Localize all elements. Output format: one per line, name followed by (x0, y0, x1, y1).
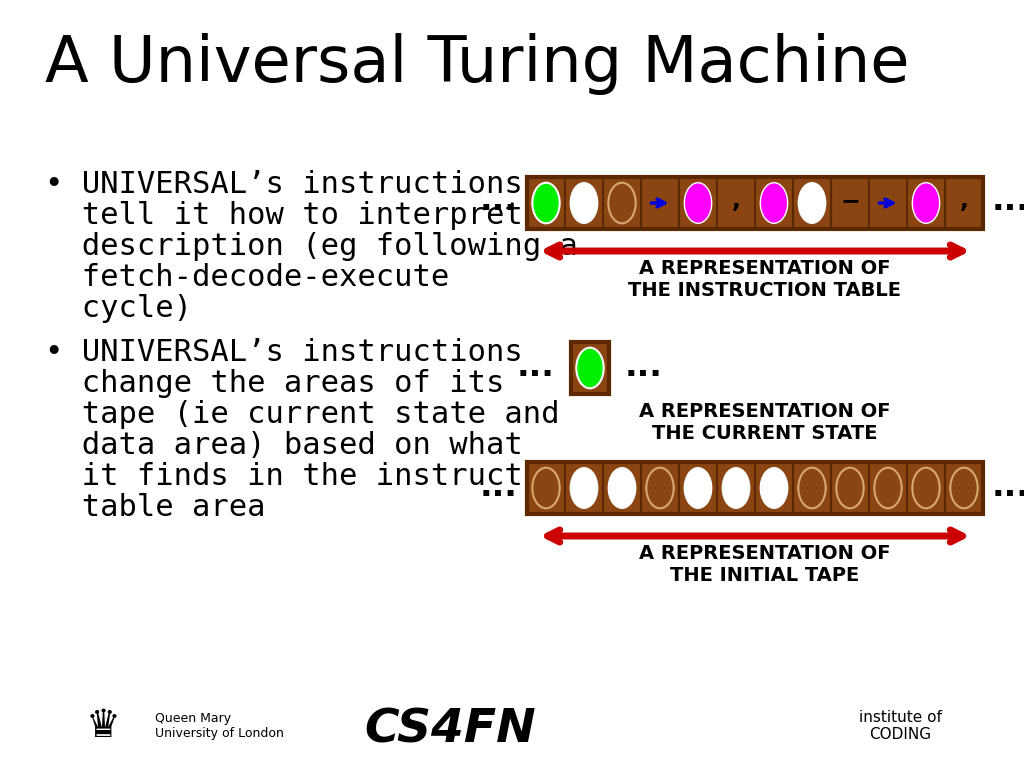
Text: ...: ... (480, 469, 518, 502)
Ellipse shape (570, 468, 598, 508)
Ellipse shape (684, 183, 712, 223)
Text: ...: ... (992, 184, 1024, 217)
Ellipse shape (532, 183, 560, 223)
Text: data area) based on what: data area) based on what (45, 431, 522, 460)
Text: A REPRESENTATION OF
THE CURRENT STATE: A REPRESENTATION OF THE CURRENT STATE (639, 402, 891, 443)
Text: tell it how to interpret that: tell it how to interpret that (45, 201, 614, 230)
Text: ,: , (959, 188, 969, 212)
Text: ,: , (731, 188, 740, 212)
Text: • UNIVERSAL’s instructions: • UNIVERSAL’s instructions (45, 170, 522, 199)
Text: description (eg following a: description (eg following a (45, 232, 578, 261)
Text: change the areas of its: change the areas of its (45, 369, 505, 398)
Ellipse shape (760, 468, 787, 508)
Text: A REPRESENTATION OF
THE INSTRUCTION TABLE: A REPRESENTATION OF THE INSTRUCTION TABL… (629, 259, 901, 300)
Text: A REPRESENTATION OF
THE INITIAL TAPE: A REPRESENTATION OF THE INITIAL TAPE (639, 544, 891, 585)
Text: institute of
CODING: institute of CODING (858, 710, 941, 742)
Ellipse shape (912, 468, 940, 508)
Text: ...: ... (517, 349, 555, 382)
Ellipse shape (837, 468, 863, 508)
Bar (571, 342, 609, 394)
Text: table area: table area (45, 493, 265, 522)
Ellipse shape (532, 468, 560, 508)
Text: Queen Mary
University of London: Queen Mary University of London (155, 712, 284, 740)
Text: cycle): cycle) (45, 294, 193, 323)
Text: • UNIVERSAL’s instructions: • UNIVERSAL’s instructions (45, 338, 522, 367)
Ellipse shape (912, 183, 940, 223)
Ellipse shape (570, 183, 598, 223)
Ellipse shape (577, 348, 604, 389)
Text: ♛: ♛ (86, 707, 121, 745)
Ellipse shape (760, 183, 787, 223)
Ellipse shape (799, 183, 825, 223)
Text: ...: ... (480, 184, 518, 217)
Ellipse shape (722, 468, 750, 508)
Ellipse shape (684, 468, 712, 508)
Ellipse shape (799, 468, 825, 508)
Bar (527, 462, 983, 514)
Ellipse shape (950, 468, 978, 508)
Ellipse shape (874, 468, 902, 508)
Text: fetch-decode-execute: fetch-decode-execute (45, 263, 450, 292)
Text: it finds in the instruction: it finds in the instruction (45, 462, 578, 491)
Ellipse shape (608, 183, 636, 223)
Bar (527, 177, 983, 229)
Text: ...: ... (992, 469, 1024, 502)
Text: CS4FN: CS4FN (365, 707, 536, 753)
Text: −: − (840, 189, 860, 213)
Ellipse shape (608, 468, 636, 508)
Text: ...: ... (625, 349, 663, 382)
Ellipse shape (646, 468, 674, 508)
Text: A Universal Turing Machine: A Universal Turing Machine (45, 33, 909, 95)
Text: tape (ie current state and: tape (ie current state and (45, 400, 559, 429)
